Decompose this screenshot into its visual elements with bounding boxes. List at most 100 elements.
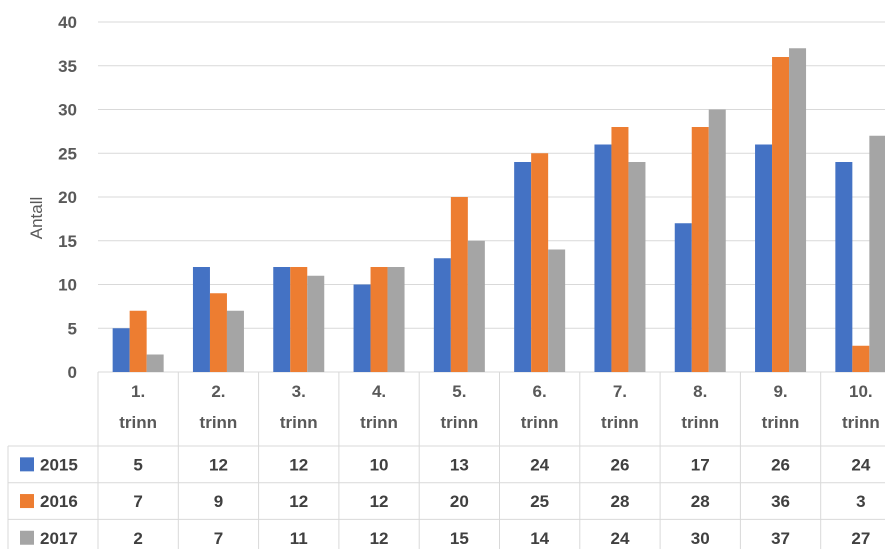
bar-2015-6	[514, 162, 532, 372]
data-label: 2	[133, 529, 142, 548]
y-tick-label: 15	[58, 232, 77, 251]
legend-swatch-2016	[20, 494, 34, 509]
data-label: 13	[450, 455, 469, 474]
bar-2015-1	[112, 328, 130, 372]
data-label: 12	[289, 455, 308, 474]
bar-2016-8	[691, 127, 709, 372]
bar-2015-3	[273, 267, 291, 372]
legend-label-2016: 2016	[40, 492, 78, 511]
legend-label-2015: 2015	[40, 455, 78, 474]
bar-2017-8	[708, 109, 726, 372]
bar-2017-10	[869, 135, 885, 372]
bar-2015-2	[192, 267, 210, 372]
y-tick-label: 20	[58, 188, 77, 207]
data-label: 12	[289, 492, 308, 511]
data-label: 37	[771, 529, 790, 548]
data-label: 27	[851, 529, 870, 548]
category-label-line2: trinn	[681, 413, 719, 432]
category-label-line1: 9.	[773, 382, 787, 401]
data-label: 12	[370, 529, 389, 548]
category-label-line1: 8.	[693, 382, 707, 401]
category-label-line1: 5.	[452, 382, 466, 401]
category-label-line1: 6.	[533, 382, 547, 401]
y-axis-label: Antall	[27, 197, 46, 240]
bars	[112, 48, 885, 372]
y-tick-label: 5	[68, 319, 77, 338]
data-label: 26	[610, 455, 629, 474]
data-label: 20	[450, 492, 469, 511]
y-tick-label: 40	[58, 13, 77, 32]
bar-2015-4	[353, 284, 371, 372]
legend-swatch-2017	[20, 530, 34, 545]
y-tick-label: 35	[58, 57, 77, 76]
data-label: 15	[450, 529, 469, 548]
category-label-line2: trinn	[200, 413, 238, 432]
data-label: 24	[610, 529, 629, 548]
bar-2016-5	[450, 197, 468, 372]
bar-2015-10	[835, 162, 853, 372]
data-label: 7	[214, 529, 223, 548]
data-label: 30	[691, 529, 710, 548]
y-axis-ticks: 0 5 10 15 20 25 30 35 40	[58, 13, 77, 382]
bar-2017-5	[467, 240, 485, 372]
data-label: 3	[856, 492, 865, 511]
bar-2017-1	[146, 354, 164, 372]
data-label: 14	[530, 529, 549, 548]
y-tick-label: 10	[58, 276, 77, 295]
data-label: 11	[290, 529, 308, 548]
bar-2017-6	[548, 249, 566, 372]
data-label: 5	[133, 455, 142, 474]
data-label: 36	[771, 492, 790, 511]
y-tick-label: 30	[58, 101, 77, 120]
category-label-line2: trinn	[119, 413, 157, 432]
bar-2016-3	[290, 267, 308, 372]
legend-label-2017: 2017	[40, 529, 78, 548]
data-label: 24	[851, 455, 870, 474]
category-label-line2: trinn	[842, 413, 880, 432]
bar-2016-1	[129, 310, 147, 372]
category-label-line2: trinn	[440, 413, 478, 432]
category-label-line2: trinn	[521, 413, 559, 432]
bar-2015-9	[755, 144, 773, 372]
bar-2016-6	[531, 153, 549, 372]
bar-2016-7	[611, 127, 629, 372]
y-tick-label: 25	[58, 144, 77, 163]
legend-swatch-2015	[20, 457, 34, 472]
bar-2016-2	[209, 293, 227, 372]
bar-2015-8	[674, 223, 692, 372]
data-label: 12	[370, 492, 389, 511]
category-label-line1: 2.	[211, 382, 225, 401]
data-table: 1. trinn 2. trinn 3. trinn 4. trinn 5. trinn 6. tri…	[7, 372, 885, 549]
bar-2016-10	[852, 345, 870, 372]
bar-2015-5	[433, 258, 451, 372]
data-label: 25	[530, 492, 549, 511]
data-label: 28	[610, 492, 629, 511]
bar-2017-2	[226, 310, 244, 372]
bar-2017-3	[307, 275, 325, 372]
bar-2017-7	[628, 162, 646, 372]
y-tick-label: 0	[68, 363, 77, 382]
category-label-line2: trinn	[280, 413, 318, 432]
data-label: 24	[530, 455, 549, 474]
category-label-line1: 4.	[372, 382, 386, 401]
bar-2015-7	[594, 144, 612, 372]
bar-2016-4	[370, 267, 388, 372]
bar-2017-9	[789, 48, 807, 372]
category-label-line2: trinn	[601, 413, 639, 432]
bar-2016-9	[772, 57, 790, 372]
data-label: 26	[771, 455, 790, 474]
data-label: 28	[691, 492, 710, 511]
data-label: 7	[133, 492, 142, 511]
category-label-line2: trinn	[762, 413, 800, 432]
category-label-line1: 7.	[613, 382, 627, 401]
category-label-line1: 1.	[131, 382, 145, 401]
data-label: 10	[370, 455, 389, 474]
data-label: 12	[209, 455, 228, 474]
bar-2017-4	[387, 267, 405, 372]
category-label-line2: trinn	[360, 413, 398, 432]
data-label: 9	[214, 492, 223, 511]
category-label-line1: 10.	[849, 382, 873, 401]
data-label: 17	[691, 455, 710, 474]
category-label-line1: 3.	[292, 382, 306, 401]
